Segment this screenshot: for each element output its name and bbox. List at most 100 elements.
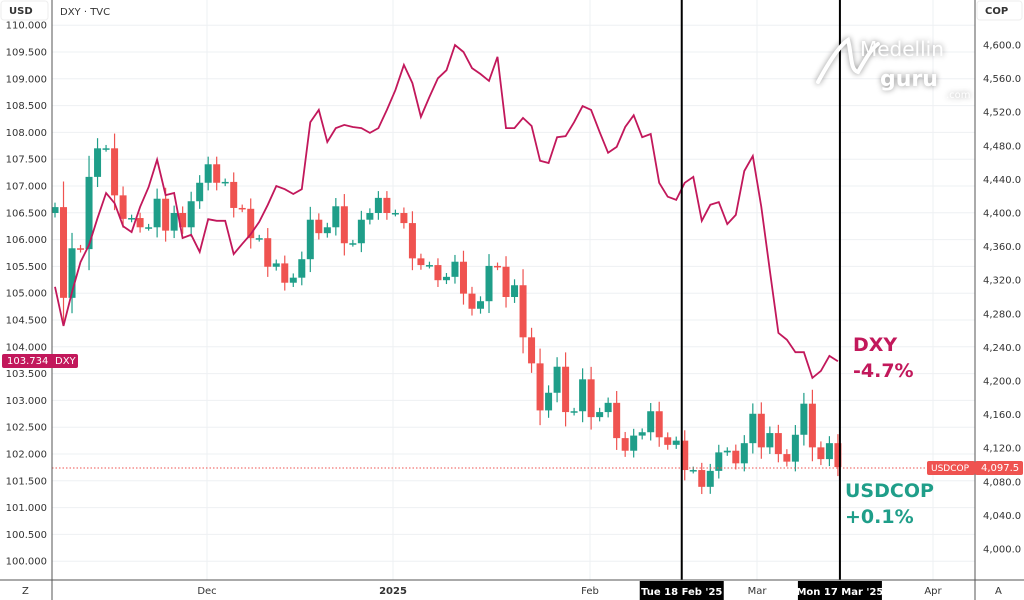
candle (528, 327, 536, 373)
left-tick-label: 105.000 (6, 289, 47, 300)
candle-body (706, 470, 714, 487)
candle (834, 434, 842, 477)
candle-body (298, 259, 306, 278)
candle-body (715, 452, 723, 471)
candle-body (613, 402, 621, 439)
candle-body (264, 238, 272, 267)
zoom-button[interactable]: Z (22, 586, 29, 597)
candle (774, 424, 782, 463)
candle (221, 178, 229, 187)
candle-body (791, 434, 799, 462)
candle-body (596, 412, 604, 418)
candle (808, 389, 816, 462)
candle-body (494, 265, 502, 268)
left-tick-label: 103.500 (6, 369, 47, 380)
candle (562, 352, 570, 427)
right-tick-label: 4,360.0 (983, 242, 1021, 253)
candle (119, 186, 127, 228)
left-tick-label: 101.500 (6, 476, 47, 487)
candle-body (374, 197, 382, 213)
logo-text-2: guru (880, 67, 938, 92)
candle (391, 209, 399, 217)
candle (800, 392, 808, 446)
date-marker-label: Mon 17 Mar '25 (796, 587, 883, 598)
usdcop-price-value: 4,097.5 (981, 463, 1019, 474)
usdcop-annotation-change: +0.1% (845, 506, 914, 528)
candle (179, 206, 187, 234)
right-tick-label: 4,160.0 (983, 410, 1021, 421)
candle-body (221, 181, 229, 184)
candle (51, 202, 59, 218)
candle-body (689, 470, 697, 472)
right-tick-label: 4,040.0 (983, 511, 1021, 522)
left-tick-label: 109.500 (6, 48, 47, 59)
left-tick-label: 106.500 (6, 208, 47, 219)
candle-body (145, 227, 153, 229)
candle-body (111, 148, 119, 196)
candle (502, 256, 510, 308)
candle-body (630, 435, 638, 451)
candle (766, 426, 774, 454)
candle-body (638, 432, 646, 436)
candle (68, 232, 76, 314)
candle-body (511, 285, 519, 297)
candle (383, 191, 391, 220)
candle (698, 462, 706, 495)
usdcop-price-label: USDCOP (931, 464, 970, 474)
candle (306, 206, 314, 273)
left-tick-label: 108.000 (6, 128, 47, 139)
candle (238, 204, 246, 213)
candle (85, 155, 93, 271)
candle (349, 239, 357, 247)
candle-body (834, 443, 842, 468)
candle (536, 348, 544, 426)
dxy-annotation-name: DXY (853, 334, 897, 356)
candle (825, 436, 833, 467)
candle-body (434, 265, 442, 281)
candle-body (417, 258, 425, 266)
right-tick-label: 4,200.0 (983, 377, 1021, 388)
candle-body (451, 261, 459, 277)
candle-body (77, 248, 85, 250)
candle-body (85, 176, 93, 250)
candle (621, 431, 629, 457)
dxy-price-value: 103.734 (7, 356, 48, 367)
right-price-axis[interactable]: 4,600.0 4,560.0 4,520.0 4,480.0 4,440.0 4,400… (983, 41, 1021, 556)
candle (553, 357, 561, 403)
candle (511, 279, 519, 303)
candle-body (128, 218, 136, 220)
left-unit-label[interactable]: USD (9, 6, 33, 17)
candle-body (672, 440, 680, 445)
candle (647, 402, 655, 441)
dxy-annotation-change: -4.7% (853, 360, 914, 382)
time-tick-label: 2025 (379, 586, 407, 597)
candle-body (94, 148, 102, 177)
candle (272, 259, 280, 271)
right-unit-label[interactable]: COP (985, 6, 1008, 17)
left-tick-label: 104.500 (6, 316, 47, 327)
time-axis[interactable]: Dec 2025 Feb Mar Apr (197, 586, 942, 597)
candle-body (315, 219, 323, 234)
candle-body (391, 213, 399, 215)
candle-body (579, 379, 587, 412)
candle (281, 255, 289, 291)
usdcop-candles (51, 133, 842, 495)
candle (289, 273, 297, 287)
candle (613, 391, 621, 450)
left-tick-label: 106.000 (6, 235, 47, 246)
candle-body (502, 266, 510, 297)
date-markers (680, 0, 841, 580)
left-tick-label: 105.500 (6, 262, 47, 273)
candle (681, 430, 689, 481)
candle (60, 181, 68, 324)
auto-scale-button[interactable]: A (995, 586, 1002, 597)
dxy-price-tag: 103.734 DXY (2, 354, 78, 368)
candle-body (766, 433, 774, 448)
candle-body (562, 366, 570, 413)
candle (485, 254, 493, 314)
candle-body (655, 411, 663, 438)
left-price-axis[interactable]: 110.000 109.500 109.000 108.500 108.000 107.5… (6, 21, 47, 568)
candle-body (272, 263, 280, 267)
candle (425, 261, 433, 269)
